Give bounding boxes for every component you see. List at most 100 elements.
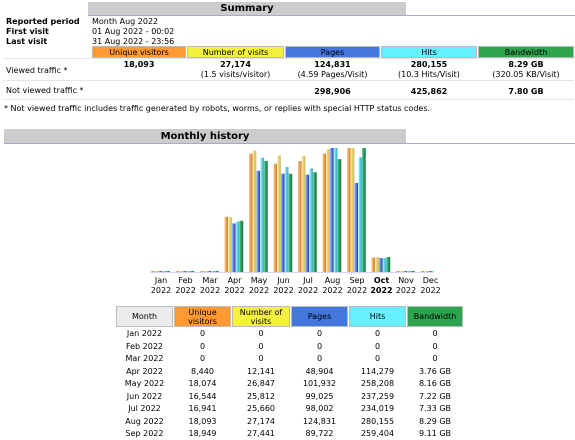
bar-visits-may (252, 150, 257, 272)
table-cell: Jan 2022 (126, 329, 163, 338)
table-row: Jun 2022 16,544 25,812 99,025 237,259 7.22 GB (116, 391, 463, 403)
month-label-nov: Nov 2022 (395, 276, 417, 295)
viewed-visits-sub: (1.5 visits/visitor) (200, 70, 271, 79)
table-cell: 0 (316, 354, 323, 363)
table-cell: 237,259 (360, 391, 395, 401)
bar-hits-dec (431, 271, 434, 272)
not-viewed-bandwidth: 7.80 GB (508, 87, 544, 96)
bar-visits-jun (277, 155, 281, 272)
table-cell: 234,019 (360, 404, 395, 413)
table-cell: 7.22 GB (418, 391, 452, 401)
month-label-feb: Feb 2022 (175, 276, 196, 295)
table-cell: 0 (258, 329, 264, 338)
bar-hits-apr (235, 221, 240, 272)
table-row: Apr 2022 8,440 12,141 48,904 114,279 3.76 GB (116, 366, 463, 378)
bar-pages-nov (403, 271, 408, 272)
bar-bandwidth-may (264, 160, 268, 272)
last-visit-value: 31 Aug 2022 - 23:56 (92, 37, 175, 46)
not-viewed-traffic-label: Not viewed traffic * (6, 86, 84, 95)
table-cell: 98,002 (305, 404, 334, 413)
viewed-bandwidth-sub: (320.05 KB/Visit) (492, 70, 560, 79)
col-pages-header: Pages (291, 306, 348, 327)
viewed-pages: 124,831 (314, 60, 351, 69)
history-title: Monthly history (160, 131, 250, 142)
table-row: Mar 2022 0 0 0 0 0 (116, 353, 463, 365)
bar-pages-aug (330, 148, 334, 272)
viewed-visits: 27,174 (220, 60, 251, 69)
table-cell: Sep 2022 (125, 429, 164, 438)
table-cell: 0 (432, 341, 438, 351)
bar-pages-dec (428, 271, 432, 272)
bar-visits-jul (301, 156, 306, 272)
bar-visits-feb (179, 271, 183, 272)
table-cell: 16,941 (188, 404, 217, 413)
bar-unique-aug (322, 153, 326, 272)
footnote: * Not viewed traffic includes traffic ge… (4, 104, 431, 113)
month-label-apr: Apr 2022 (224, 276, 245, 295)
bar-bandwidth-feb (190, 271, 195, 272)
summary-title-gap (0, 2, 88, 16)
bar-unique-nov (396, 271, 400, 272)
col-hits-header: Hits (349, 306, 406, 327)
bar-bandwidth-oct (386, 257, 391, 272)
month-label-may: May 2022 (248, 276, 270, 295)
table-cell: 0 (316, 341, 323, 351)
table-cell: Jun 2022 (126, 391, 163, 401)
bar-unique-feb (175, 271, 179, 272)
table-cell: 48,904 (305, 366, 334, 376)
bar-hits-oct (382, 257, 387, 272)
title-underline (88, 15, 406, 16)
month-label-oct: Oct 2022 (370, 276, 393, 295)
bar-unique-jan (151, 271, 155, 272)
table-cell: 258,208 (360, 379, 395, 388)
table-cell: 0 (374, 341, 381, 351)
bar-visits-jan (154, 271, 159, 272)
bar-visits-apr (228, 217, 232, 272)
bar-unique-jun (273, 163, 277, 272)
table-cell: 114,279 (360, 366, 395, 376)
bar-bandwidth-aug (337, 159, 342, 272)
bar-pages-oct (379, 258, 383, 272)
table-row: Jul 2022 16,941 25,660 98,002 234,019 7.33 GB (116, 403, 463, 415)
last-visit-label: Last visit (6, 37, 48, 46)
month-label-jan: Jan 2022 (150, 276, 172, 295)
bar-visits-sep (350, 148, 355, 272)
bar-unique-oct (371, 257, 375, 272)
title-underline (4, 143, 406, 144)
summary-title: Summary (220, 3, 274, 14)
table-cell: Apr 2022 (126, 366, 163, 376)
bar-hits-jan (162, 271, 166, 272)
bar-unique-apr (224, 216, 228, 272)
table-cell: 0 (432, 329, 438, 338)
bar-pages-jun (281, 173, 285, 272)
bar-pages-apr (232, 223, 236, 272)
table-cell: 8.16 GB (418, 379, 452, 388)
table-row: Aug 2022 18,093 27,174 124,831 280,155 8.29 G… (116, 416, 463, 428)
table-cell: 0 (199, 354, 206, 363)
month-label-sep: Sep 2022 (346, 276, 368, 295)
viewed-bandwidth: 8.29 GB (508, 60, 544, 69)
col-unique-visitors-header: Unique visitors (174, 306, 231, 327)
col-number-of-visits-header: Number of visits (232, 306, 290, 327)
header-bandwidth: Bandwidth (478, 46, 574, 58)
table-cell: 0 (258, 341, 264, 351)
table-cell: 0 (199, 341, 206, 351)
table-cell: 25,812 (247, 391, 275, 401)
viewed-unique: 18,093 (123, 60, 155, 69)
viewed-hits: 280,155 (410, 60, 448, 69)
bar-hits-jun (284, 166, 289, 272)
bar-pages-mar (207, 271, 212, 272)
table-cell: 26,847 (247, 379, 275, 388)
table-cell: 0 (374, 354, 381, 363)
table-cell: 259,404 (360, 429, 395, 438)
bar-hits-feb (186, 271, 191, 272)
bar-hits-may (260, 157, 264, 272)
bar-unique-dec (420, 271, 424, 272)
bar-pages-may (256, 170, 261, 272)
viewed-traffic-label: Viewed traffic * (6, 66, 68, 75)
bar-visits-aug (326, 149, 330, 272)
table-row: Feb 2022 0 0 0 0 0 (116, 341, 463, 353)
table-cell: Jul 2022 (128, 404, 161, 413)
table-cell: Aug 2022 (125, 416, 164, 426)
table-cell: 12,141 (247, 366, 275, 376)
